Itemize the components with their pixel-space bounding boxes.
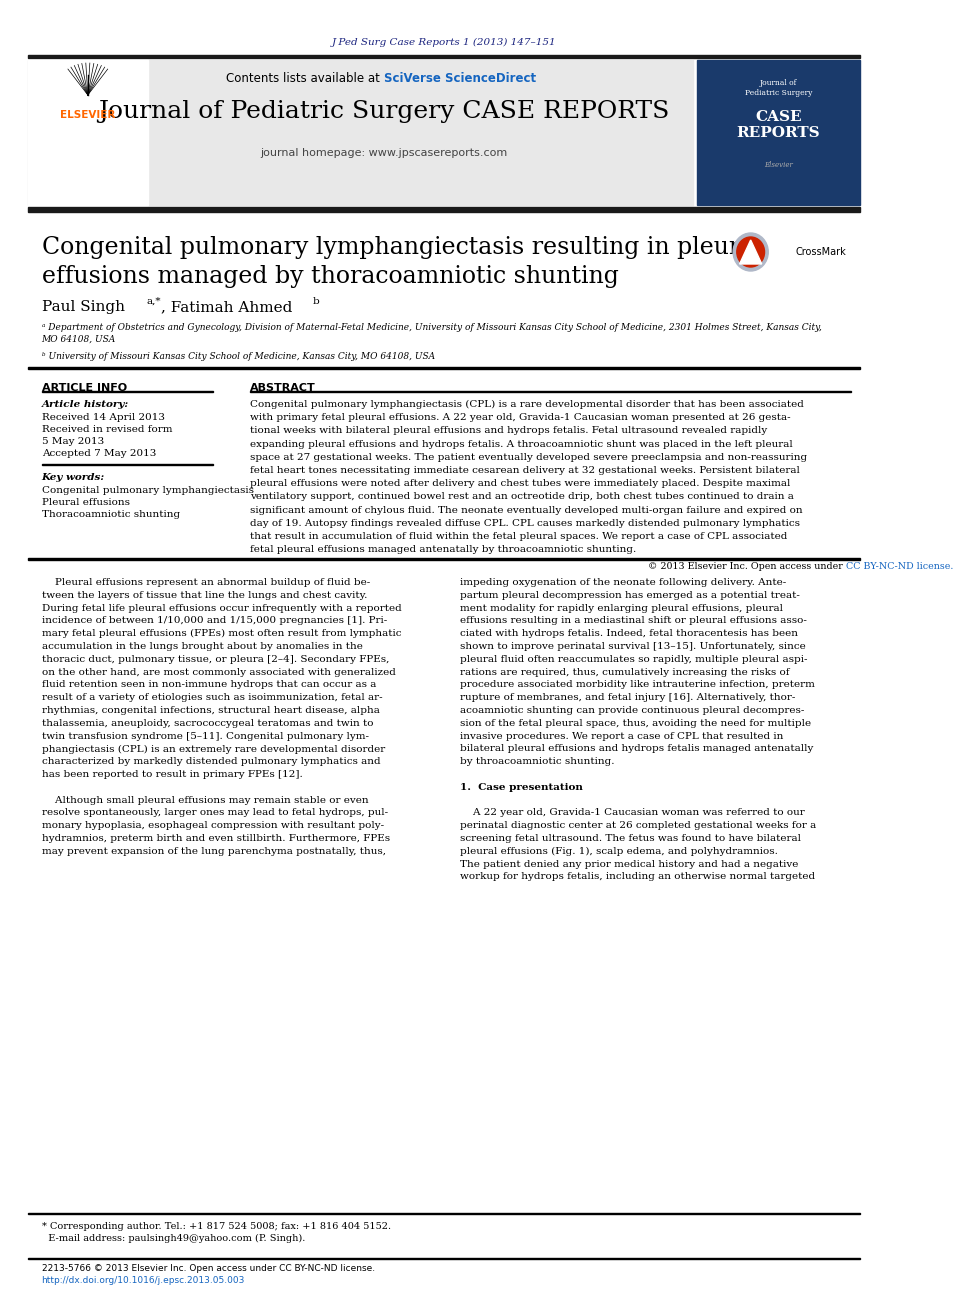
Text: sion of the fetal pleural space, thus, avoiding the need for multiple: sion of the fetal pleural space, thus, a… [461, 719, 811, 728]
Text: , Fatimah Ahmed: , Fatimah Ahmed [161, 301, 297, 313]
Text: Article history:: Article history: [41, 400, 129, 409]
Bar [28, 366, 860, 369]
Text: with primary fetal pleural effusions. A 22 year old, Gravida-1 Caucasian woman p: with primary fetal pleural effusions. A … [250, 413, 790, 422]
Text: day of 19. Autopsy findings revealed diffuse CPL. CPL causes markedly distended : day of 19. Autopsy findings revealed dif… [250, 519, 800, 528]
Text: Congenital pulmonary lymphangiectasis: Congenital pulmonary lymphangiectasis [41, 486, 253, 495]
Text: has been reported to result in primary FPEs [12].: has been reported to result in primary F… [41, 770, 302, 779]
Text: 1.  Case presentation: 1. Case presentation [461, 783, 584, 792]
Text: Received in revised form: Received in revised form [41, 424, 172, 433]
Text: ment modality for rapidly enlarging pleural effusions, pleural: ment modality for rapidly enlarging pleu… [461, 604, 783, 613]
Text: CrossMark: CrossMark [795, 246, 846, 257]
Text: effusions resulting in a mediastinal shift or pleural effusions asso-: effusions resulting in a mediastinal shi… [461, 617, 807, 626]
Text: 2213-5766 © 2013 Elsevier Inc. Open access under CC BY-NC-ND license.: 2213-5766 © 2013 Elsevier Inc. Open acce… [41, 1264, 374, 1273]
Text: CC BY-NC-ND license.: CC BY-NC-ND license. [846, 562, 953, 571]
Text: thalassemia, aneuploidy, sacrococcygeal teratomas and twin to: thalassemia, aneuploidy, sacrococcygeal … [41, 719, 373, 728]
Text: a,*: a,* [146, 297, 160, 306]
Text: shown to improve perinatal survival [13–15]. Unfortunately, since: shown to improve perinatal survival [13–… [461, 642, 806, 651]
Text: partum pleural decompression has emerged as a potential treat-: partum pleural decompression has emerged… [461, 591, 801, 600]
Text: rhythmias, congenital infections, structural heart disease, alpha: rhythmias, congenital infections, struct… [41, 706, 379, 715]
Text: Pleural effusions: Pleural effusions [41, 498, 130, 507]
Text: Thoracoamniotic shunting: Thoracoamniotic shunting [41, 510, 180, 519]
Text: ᵃ Department of Obstetrics and Gynecology, Division of Maternal-Fetal Medicine, : ᵃ Department of Obstetrics and Gynecolog… [41, 322, 822, 344]
Text: invasive procedures. We report a case of CPL that resulted in: invasive procedures. We report a case of… [461, 731, 783, 740]
Text: twin transfusion syndrome [5–11]. Congenital pulmonary lym-: twin transfusion syndrome [5–11]. Congen… [41, 731, 369, 740]
Text: rations are required, thus, cumulatively increasing the risks of: rations are required, thus, cumulatively… [461, 668, 790, 676]
Text: The patient denied any prior medical history and had a negative: The patient denied any prior medical his… [461, 859, 799, 868]
Text: resolve spontaneously, larger ones may lead to fetal hydrops, pul-: resolve spontaneously, larger ones may l… [41, 809, 388, 818]
Text: ARTICLE INFO: ARTICLE INFO [41, 383, 127, 393]
Bar [28, 55, 860, 58]
Text: SciVerse ScienceDirect: SciVerse ScienceDirect [384, 72, 536, 85]
Text: * Corresponding author. Tel.: +1 817 524 5008; fax: +1 816 404 5152.: * Corresponding author. Tel.: +1 817 524… [41, 1222, 391, 1231]
Text: Congenital pulmonary lymphangiectasis (CPL) is a rare developmental disorder tha: Congenital pulmonary lymphangiectasis (C… [250, 400, 804, 409]
Text: ᵇ University of Missouri Kansas City School of Medicine, Kansas City, MO 64108, : ᵇ University of Missouri Kansas City Sch… [41, 352, 435, 361]
Text: procedure associated morbidity like intrauterine infection, preterm: procedure associated morbidity like intr… [461, 680, 815, 689]
Text: E-mail address: paulsingh49@yahoo.com (P. Singh).: E-mail address: paulsingh49@yahoo.com (P… [41, 1235, 305, 1244]
Bar [28, 559, 860, 560]
Text: 5 May 2013: 5 May 2013 [41, 437, 104, 446]
Text: J Ped Surg Case Reports 1 (2013) 147–151: J Ped Surg Case Reports 1 (2013) 147–151 [331, 37, 556, 48]
Text: ELSEVIER: ELSEVIER [60, 110, 115, 120]
Text: space at 27 gestational weeks. The patient eventually developed severe preeclamp: space at 27 gestational weeks. The patie… [250, 453, 806, 462]
Text: Contents lists available at: Contents lists available at [226, 72, 384, 85]
Text: screening fetal ultrasound. The fetus was found to have bilateral: screening fetal ultrasound. The fetus wa… [461, 835, 802, 842]
Text: Journal of
Pediatric Surgery: Journal of Pediatric Surgery [745, 80, 812, 97]
Text: accumulation in the lungs brought about by anomalies in the: accumulation in the lungs brought about … [41, 642, 363, 651]
Text: on the other hand, are most commonly associated with generalized: on the other hand, are most commonly ass… [41, 668, 396, 676]
Text: b: b [312, 297, 320, 306]
Text: result of a variety of etiologies such as isoimmunization, fetal ar-: result of a variety of etiologies such a… [41, 693, 382, 702]
Text: fluid retention seen in non-immune hydrops that can occur as a: fluid retention seen in non-immune hydro… [41, 680, 376, 689]
Text: ventilatory support, continued bowel rest and an octreotide drip, both chest tub: ventilatory support, continued bowel res… [250, 493, 794, 502]
Text: A 22 year old, Gravida-1 Caucasian woman was referred to our: A 22 year old, Gravida-1 Caucasian woman… [461, 809, 805, 818]
Text: expanding pleural effusions and hydrops fetalis. A throacoamniotic shunt was pla: expanding pleural effusions and hydrops … [250, 440, 792, 449]
Text: ciated with hydrops fetalis. Indeed, fetal thoracentesis has been: ciated with hydrops fetalis. Indeed, fet… [461, 630, 799, 639]
Text: Received 14 April 2013: Received 14 April 2013 [41, 413, 164, 422]
Text: pleural fluid often reaccumulates so rapidly, multiple pleural aspi-: pleural fluid often reaccumulates so rap… [461, 655, 808, 664]
Bar [28, 206, 860, 212]
Text: tween the layers of tissue that line the lungs and chest cavity.: tween the layers of tissue that line the… [41, 591, 367, 600]
Text: Accepted 7 May 2013: Accepted 7 May 2013 [41, 449, 156, 458]
Bar [28, 61, 693, 205]
Text: Paul Singh: Paul Singh [41, 301, 130, 313]
Text: Although small pleural effusions may remain stable or even: Although small pleural effusions may rem… [41, 796, 369, 805]
Text: pleural effusions (Fig. 1), scalp edema, and polyhydramnios.: pleural effusions (Fig. 1), scalp edema,… [461, 846, 779, 857]
Text: by throacoamniotic shunting.: by throacoamniotic shunting. [461, 757, 615, 766]
Text: significant amount of chylous fluid. The neonate eventually developed multi-orga: significant amount of chylous fluid. The… [250, 506, 803, 515]
Text: bilateral pleural effusions and hydrops fetalis managed antenatally: bilateral pleural effusions and hydrops … [461, 744, 814, 753]
Text: that result in accumulation of fluid within the fetal pleural spaces. We report : that result in accumulation of fluid wit… [250, 531, 787, 541]
Text: thoracic duct, pulmonary tissue, or pleura [2–4]. Secondary FPEs,: thoracic duct, pulmonary tissue, or pleu… [41, 655, 389, 664]
Text: tional weeks with bilateral pleural effusions and hydrops fetalis. Fetal ultraso: tional weeks with bilateral pleural effu… [250, 427, 767, 436]
Text: mary fetal pleural effusions (FPEs) most often result from lymphatic: mary fetal pleural effusions (FPEs) most… [41, 630, 401, 639]
Text: Key words:: Key words: [41, 473, 105, 482]
Text: may prevent expansion of the lung parenchyma postnatally, thus,: may prevent expansion of the lung parenc… [41, 846, 386, 855]
Circle shape [733, 233, 768, 271]
Text: Pleural effusions represent an abnormal buildup of fluid be-: Pleural effusions represent an abnormal … [41, 578, 370, 587]
Text: Congenital pulmonary lymphangiectasis resulting in pleural
effusions managed by : Congenital pulmonary lymphangiectasis re… [41, 236, 761, 288]
Text: incidence of between 1/10,000 and 1/15,000 pregnancies [1]. Pri-: incidence of between 1/10,000 and 1/15,0… [41, 617, 387, 626]
Text: monary hypoplasia, esophageal compression with resultant poly-: monary hypoplasia, esophageal compressio… [41, 822, 384, 831]
Text: impeding oxygenation of the neonate following delivery. Ante-: impeding oxygenation of the neonate foll… [461, 578, 786, 587]
Text: characterized by markedly distended pulmonary lymphatics and: characterized by markedly distended pulm… [41, 757, 380, 766]
Text: http://dx.doi.org/10.1016/j.epsc.2013.05.003: http://dx.doi.org/10.1016/j.epsc.2013.05… [41, 1276, 245, 1285]
Text: rupture of membranes, and fetal injury [16]. Alternatively, thor-: rupture of membranes, and fetal injury [… [461, 693, 796, 702]
Text: fetal heart tones necessitating immediate cesarean delivery at 32 gestational we: fetal heart tones necessitating immediat… [250, 466, 800, 475]
Text: ABSTRACT: ABSTRACT [250, 383, 315, 393]
Bar [28, 61, 148, 205]
Text: Elsevier: Elsevier [764, 161, 793, 169]
Text: hydramnios, preterm birth and even stillbirth. Furthermore, FPEs: hydramnios, preterm birth and even still… [41, 835, 390, 842]
Polygon shape [739, 240, 762, 264]
Text: © 2013 Elsevier Inc. Open access under: © 2013 Elsevier Inc. Open access under [648, 562, 846, 571]
Text: perinatal diagnostic center at 26 completed gestational weeks for a: perinatal diagnostic center at 26 comple… [461, 822, 817, 831]
Circle shape [737, 237, 764, 267]
Text: phangiectasis (CPL) is an extremely rare developmental disorder: phangiectasis (CPL) is an extremely rare… [41, 744, 385, 753]
Text: CASE
REPORTS: CASE REPORTS [736, 110, 820, 141]
Text: Journal of Pediatric Surgery CASE REPORTS: Journal of Pediatric Surgery CASE REPORT… [98, 101, 669, 123]
Text: During fetal life pleural effusions occur infrequently with a reported: During fetal life pleural effusions occu… [41, 604, 401, 613]
Text: journal homepage: www.jpscasereports.com: journal homepage: www.jpscasereports.com [260, 148, 507, 157]
Bar [697, 61, 860, 205]
Text: workup for hydrops fetalis, including an otherwise normal targeted: workup for hydrops fetalis, including an… [461, 872, 815, 881]
Text: acoamniotic shunting can provide continuous pleural decompres-: acoamniotic shunting can provide continu… [461, 706, 804, 715]
Text: pleural effusions were noted after delivery and chest tubes were immediately pla: pleural effusions were noted after deliv… [250, 479, 790, 488]
Text: fetal pleural effusions managed antenatally by throacoamniotic shunting.: fetal pleural effusions managed antenata… [250, 546, 636, 555]
